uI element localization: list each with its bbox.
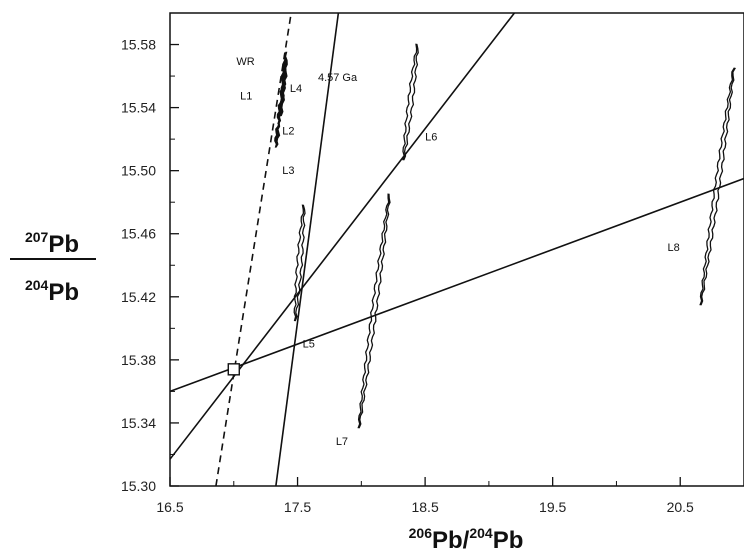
annotation-label: 4.57 Ga [318, 72, 358, 84]
annotation-label: L2 [282, 125, 294, 137]
x-axis: 16.5 17.5 18.5 19.5 20.5 [156, 477, 694, 515]
annotation-label: L5 [303, 338, 315, 350]
intersection-marker [227, 363, 240, 376]
x-axis-label: 206Pb/204Pb [409, 525, 524, 552]
annotation-label: L1 [240, 91, 252, 103]
svg-text:206Pb/204Pb: 206Pb/204Pb [409, 525, 524, 552]
y-label-den-base: Pb [48, 279, 79, 306]
x-label-sup-2: 204 [469, 525, 493, 541]
y-axis: 15.30 15.34 15.38 15.42 15.46 15.50 15.54 15.58 [121, 37, 179, 494]
y-tick-label: 15.54 [121, 100, 156, 116]
plot-frame [169, 12, 744, 487]
y-tick-label: 15.30 [121, 478, 156, 494]
series-L3 [274, 122, 281, 148]
x-label-sup-1: 206 [409, 525, 433, 541]
x-tick-label: 19.5 [539, 499, 566, 515]
annotation-label: L8 [667, 242, 679, 254]
series-L4 [281, 51, 288, 93]
y-label-num-base: Pb [48, 231, 79, 258]
annotation-label: WR [236, 56, 254, 68]
x-tick-label: 18.5 [411, 499, 438, 515]
x-label-base-2: Pb [493, 527, 524, 552]
series-L6 [402, 43, 419, 161]
data-series [274, 43, 736, 429]
series-L7 [357, 193, 391, 429]
annotations: WR L1 L4 L2 L3 4.57 Ga L6 L5 L7 L8 [236, 56, 679, 448]
reference-line-3 [169, 12, 516, 460]
series-L5 [293, 204, 306, 322]
svg-text:207Pb: 207Pb [25, 229, 79, 258]
annotation-label: L7 [336, 436, 348, 448]
y-tick-label: 15.42 [121, 289, 156, 305]
y-tick-label: 15.38 [121, 352, 156, 368]
y-label-den-sup: 204 [25, 277, 49, 293]
annotation-label: L3 [282, 165, 294, 177]
series-L2 [276, 98, 283, 125]
x-tick-label: 20.5 [667, 499, 694, 515]
open-square-marker [227, 363, 240, 376]
x-tick-label: 17.5 [284, 499, 311, 515]
reference-line-4 [169, 177, 744, 393]
reference-line-2 [275, 12, 340, 487]
y-tick-label: 15.34 [121, 415, 156, 431]
y-tick-label: 15.50 [121, 163, 156, 179]
y-label-num-sup: 207 [25, 229, 49, 245]
annotation-label: L6 [425, 132, 437, 144]
reference-lines [169, 12, 744, 487]
annotation-label: L4 [290, 83, 302, 95]
x-tick-label: 16.5 [156, 499, 183, 515]
reference-line-1 [215, 12, 292, 487]
x-label-base-1: Pb/ [432, 527, 470, 552]
y-tick-label: 15.46 [121, 226, 156, 242]
svg-text:204Pb: 204Pb [25, 277, 79, 306]
series-L8 [699, 67, 736, 306]
y-tick-label: 15.58 [121, 37, 156, 53]
y-axis-label: 207Pb 204Pb [10, 229, 96, 306]
